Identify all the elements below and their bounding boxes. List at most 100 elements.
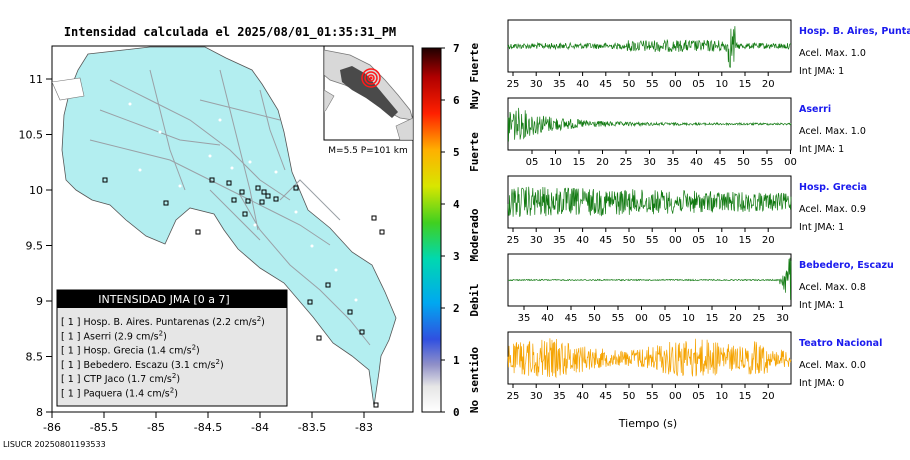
- map-y-tick-label: 10.5: [19, 129, 44, 142]
- colorbar-label: Fuerte: [468, 132, 481, 172]
- legend-row-sup: 2: [172, 372, 176, 380]
- colorbar-tick-label: 3: [453, 250, 460, 263]
- colorbar-tick-label: 4: [453, 198, 460, 211]
- trace-tick-label: 40: [576, 235, 589, 246]
- station-name[interactable]: Aserri: [799, 104, 831, 115]
- trace-tick-label: 30: [530, 79, 543, 90]
- legend-row-text: Paquera (1.4 cm/s: [84, 389, 170, 400]
- trace-tick-label: 05: [692, 391, 705, 402]
- waveform: [507, 257, 792, 300]
- trace-tick-label: 45: [599, 235, 612, 246]
- trace-panel[interactable]: 05 10 15 20 25 30 35 40 45 50 55 00 Aserri Acel. Max.…: [507, 97, 866, 168]
- legend-row: [ 1 ] Bebedero. Escazu (3.1 cm/s2): [61, 358, 224, 371]
- trace-tick-label: 05: [526, 157, 539, 168]
- station-name[interactable]: Teatro Nacional: [799, 338, 882, 349]
- trace-tick-label: 45: [599, 79, 612, 90]
- trace-panel[interactable]: 25 30 35 40 45 50 55 00 05 10 15 20 Hosp. B. Aires, …: [507, 19, 910, 90]
- map-y-tick-label: 10: [29, 184, 43, 197]
- station-name[interactable]: Hosp. Grecia: [799, 182, 867, 193]
- costa-rica-land: [61, 46, 397, 407]
- legend-row: [ 1 ] Paquera (1.4 cm/s2): [61, 387, 178, 400]
- legend-row-text: Hosp. Grecia (1.4 cm/s: [84, 346, 192, 357]
- station-name[interactable]: Bebedero, Escazu: [799, 260, 894, 271]
- station-intensity: Int JMA: 1: [799, 222, 844, 233]
- colorbar-tick-label: 6: [453, 94, 460, 107]
- trace-tick-label: 30: [776, 313, 789, 324]
- map-x-tick-label: -83: [355, 421, 373, 434]
- colorbar-label: Debil: [468, 283, 481, 316]
- legend-row-close: ): [220, 360, 224, 371]
- legend-row-level: [ 1 ]: [61, 331, 84, 342]
- legend-row: [ 1 ] Hosp. Grecia (1.4 cm/s2): [61, 344, 200, 357]
- trace-tick-label: 10: [549, 157, 562, 168]
- intensity-colorbar: 7 6 5 4 3 2 1 0 Muy Fuerte Fuerte Moderado Debil No…: [421, 42, 481, 419]
- legend-title: INTENSIDAD JMA [0 a 7]: [98, 293, 229, 306]
- trace-panel[interactable]: 25 30 35 40 45 50 55 00 05 10 15 20 Hosp. Grecia Acel…: [507, 175, 867, 246]
- trace-tick-label: 00: [669, 391, 682, 402]
- station-intensity: Int JMA: 1: [799, 300, 844, 311]
- trace-tick-label: 35: [667, 157, 680, 168]
- lake-fragment: [52, 77, 85, 101]
- colorbar-tick-label: 7: [453, 42, 460, 55]
- trace-tick-label: 00: [635, 313, 648, 324]
- trace-tick-label: 35: [553, 79, 566, 90]
- legend-row-text: CTP Jaco (1.7 cm/s: [84, 374, 172, 385]
- legend-row-close: ): [196, 346, 200, 357]
- trace-tick-label: 25: [507, 79, 520, 90]
- station-intensity: Int JMA: 1: [799, 144, 844, 155]
- trace-tick-label: 00: [669, 79, 682, 90]
- trace-tick-label: 10: [682, 313, 695, 324]
- trace-tick-label: 25: [507, 235, 520, 246]
- colorbar-tick-label: 5: [453, 146, 460, 159]
- trace-tick-label: 05: [659, 313, 672, 324]
- trace-tick-label: 25: [753, 313, 766, 324]
- map-x-tick-label: -84.5: [194, 421, 222, 434]
- legend-row-close: ): [174, 389, 178, 400]
- station-name[interactable]: Hosp. B. Aires, Puntare: [799, 26, 910, 37]
- trace-tick-label: 15: [739, 235, 752, 246]
- legend-row: [ 1 ] Aserri (2.9 cm/s2): [61, 329, 167, 342]
- trace-tick-label: 50: [623, 391, 636, 402]
- legend-row-sup: 2: [192, 344, 196, 352]
- trace-tick-label: 30: [530, 391, 543, 402]
- footer-id: LISUCR 20250801193533: [3, 440, 106, 449]
- trace-tick-label: 20: [596, 157, 609, 168]
- trace-tick-label: 55: [646, 79, 659, 90]
- trace-tick-label: 20: [762, 391, 775, 402]
- trace-tick-label: 50: [588, 313, 601, 324]
- trace-tick-label: 15: [706, 313, 719, 324]
- trace-tick-label: 25: [507, 391, 520, 402]
- trace-tick-label: 35: [553, 235, 566, 246]
- trace-panel[interactable]: 35 40 45 50 55 00 05 10 15 20 25 30 Bebedero, Escazu…: [507, 253, 894, 324]
- map-y-tick-label: 9.5: [26, 240, 44, 253]
- station-max-accel: Acel. Max. 0.9: [799, 204, 866, 215]
- map-x-axis: -86 -85.5 -85 -84.5 -84 -83.5 -83: [43, 412, 373, 434]
- legend-row-sup: 2: [257, 315, 261, 323]
- legend-row-level: [ 1 ]: [61, 360, 84, 371]
- map-y-tick-label: 11: [29, 73, 43, 86]
- trace-tick-label: 40: [541, 313, 554, 324]
- waveform: [507, 26, 792, 68]
- legend-row: [ 1 ] Hosp. B. Aires. Puntarenas (2.2 cm…: [61, 315, 265, 328]
- station-max-accel: Acel. Max. 0.8: [799, 282, 866, 293]
- time-axis-label: Tiempo (s): [618, 417, 677, 430]
- map-y-axis: 11 10.5 10 9.5 9 8.5 8: [19, 73, 52, 419]
- trace-panel[interactable]: 25 30 35 40 45 50 55 00 05 10 15 20 Teatro Nacional A…: [507, 331, 883, 402]
- legend-row-level: [ 1 ]: [61, 374, 84, 385]
- legend-row-level: [ 1 ]: [61, 317, 84, 328]
- intensity-legend: INTENSIDAD JMA [0 a 7] [ 1 ] Hosp. B. Ai…: [56, 289, 288, 407]
- legend-row-level: [ 1 ]: [61, 346, 84, 357]
- legend-row-close: ): [261, 317, 265, 328]
- map-title: Intensidad calculada el 2025/08/01_01:35…: [64, 25, 396, 40]
- waveform: [507, 107, 792, 142]
- map-x-tick-label: -86: [43, 421, 61, 434]
- legend-row-text: Hosp. B. Aires. Puntarenas (2.2 cm/s: [84, 317, 257, 328]
- trace-tick-label: 40: [690, 157, 703, 168]
- station-markers: [102, 177, 385, 408]
- trace-tick-label: 25: [620, 157, 633, 168]
- trace-tick-label: 40: [576, 391, 589, 402]
- trace-tick-label: 45: [714, 157, 727, 168]
- colorbar-label: Muy Fuerte: [468, 43, 481, 110]
- trace-tick-label: 20: [762, 235, 775, 246]
- trace-tick-label: 10: [715, 79, 728, 90]
